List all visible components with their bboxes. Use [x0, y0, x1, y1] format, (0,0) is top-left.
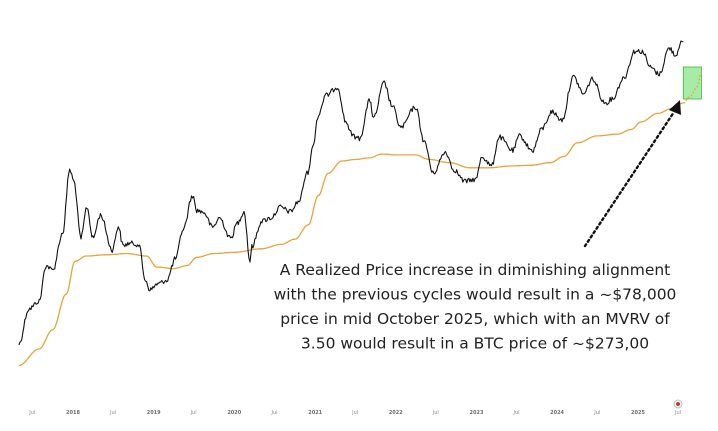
annotation-line: with the previous cycles would result in…: [274, 286, 677, 304]
annotation-text: A Realized Price increase in diminishing…: [274, 261, 677, 353]
x-axis-ticks: Jul 2018 Jul 2019 Jul 2020 Jul 2021 Jul 2022 Jul 20…: [28, 410, 681, 416]
x-tick-label: Jul: [593, 410, 600, 416]
annotation-arrow-layer: [583, 100, 681, 248]
projection-highlight-layer: [682, 66, 702, 100]
x-tick-label: Jul: [190, 410, 197, 416]
x-tick-label: Jul: [512, 410, 519, 416]
projection-line: [683, 72, 703, 104]
x-tick-label: 2024: [550, 410, 564, 416]
annotation-line: price in mid October 2025, which with an…: [280, 310, 670, 328]
x-tick-label: Jul: [270, 410, 277, 416]
x-tick-label: 2025: [631, 410, 645, 416]
logo-icon-dot: [676, 402, 680, 406]
x-tick-label: Jul: [432, 410, 439, 416]
x-tick-label: 2020: [227, 410, 241, 416]
realized-price-layer: [18, 72, 703, 367]
logo-badge: [673, 399, 683, 409]
annotation-line: A Realized Price increase in diminishing…: [280, 261, 671, 279]
annotation-line: 3.50 would result in a BTC price of ~$27…: [301, 335, 649, 353]
projection-box: [682, 66, 702, 100]
x-tick-label: Jul: [109, 410, 116, 416]
x-tick-label: 2018: [66, 410, 80, 416]
x-tick-label: Jul: [351, 410, 358, 416]
x-tick-label: 2021: [308, 410, 322, 416]
x-tick-label: 2022: [389, 410, 403, 416]
x-tick-label: Jul: [28, 410, 35, 416]
btc-price-line: [18, 40, 684, 346]
annotation-arrow-head: [669, 100, 681, 115]
x-tick-label: 2019: [147, 410, 161, 416]
x-tick-label: 2023: [470, 410, 484, 416]
btc-price-layer: [18, 40, 684, 346]
x-tick-label: Jul: [674, 410, 681, 416]
annotation-arrow-line: [583, 110, 676, 248]
realized-price-line: [18, 102, 684, 367]
